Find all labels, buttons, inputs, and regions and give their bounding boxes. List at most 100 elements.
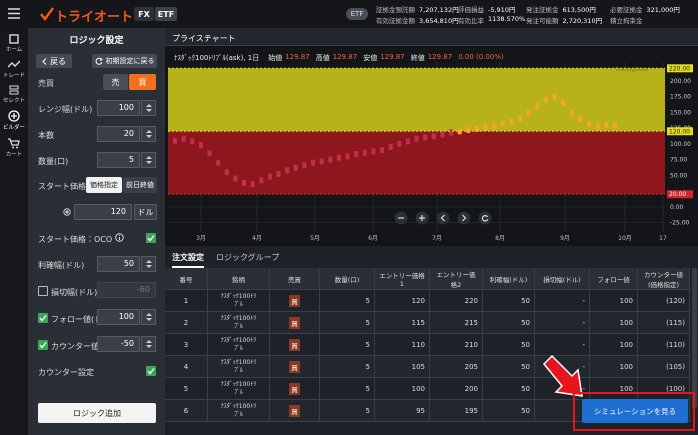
range-input[interactable]: 100 [97,100,140,116]
table-cell: 215 [430,312,483,334]
info-icon[interactable] [115,233,124,242]
back-button[interactable]: 戻る [36,54,72,68]
table-cell: 買 [270,400,320,422]
take-profit-input[interactable]: 50 [97,256,140,272]
table-cell: 205 [430,356,483,378]
cell-text: 200 [464,384,478,393]
symbol: ﾅｽﾀﾞｯｸ100ﾄﾘﾌﾟﾙ(ask), 1日 [174,54,260,62]
buy-button[interactable]: 買 [129,74,156,90]
nav-select[interactable]: セレクト [2,98,25,104]
cell-text: (110) [666,340,685,349]
column-header: 番号 [165,268,208,290]
candle [388,144,393,150]
table-cell: 50 [483,378,535,400]
ohlc-value: 129.87 [285,53,310,61]
cart-icon [8,138,20,149]
nav-cart[interactable]: カート [5,152,23,158]
account-item: 証拠金預託額 7,207,132円 [376,4,459,14]
prev-close-button[interactable]: 前日終値 [123,177,157,193]
panel-title: ロジック設定 [69,36,124,46]
cell-text: 100 [619,384,633,393]
start-input[interactable]: 120 [74,204,132,220]
menu-icon[interactable] [8,8,20,19]
table-cell: (105) [638,356,690,378]
month-label: 9月 [560,235,570,242]
counter-setting-checkbox[interactable] [146,366,156,376]
cell-text: 4 [183,362,189,371]
nav-home[interactable]: ホーム [5,47,23,53]
chart-control[interactable] [478,211,492,225]
stop-loss-checkbox[interactable] [38,286,48,296]
simulate-button[interactable]: シミュレーションを見る [582,399,688,423]
count-stepper[interactable] [141,126,156,142]
price-specify-button[interactable]: 価格指定 [86,177,122,193]
control-icon [440,214,445,222]
qty-input[interactable]: 5 [97,152,140,168]
candle [552,93,557,100]
zone-label: 20.00 [669,191,686,198]
chart-control[interactable] [457,211,471,225]
fx-tab[interactable]: FX [134,7,154,21]
candle [526,109,531,116]
trade-icon [8,60,20,68]
column-header: フォロー値 [590,268,638,290]
candle [414,135,419,142]
table-cell: 買 [270,334,320,356]
candle [198,142,203,149]
cell-text: 220 [464,296,478,305]
candle [500,120,505,127]
add-logic-button[interactable]: ロジック追加 [38,403,156,423]
counter-checkbox[interactable] [38,340,48,350]
side-tag: 買 [289,338,300,351]
nav-trade[interactable]: トレード [2,73,25,79]
reset-button[interactable]: 初期設定に戻る [92,54,157,68]
cell-text: 50 [521,406,530,415]
orders-tab[interactable]: 注文設定 [172,252,204,268]
follow-checkbox[interactable] [38,313,48,323]
account-value: 2,720,310円 [562,17,603,25]
candle [509,118,514,125]
oco-checkbox[interactable] [146,233,156,243]
start-radio[interactable] [63,208,71,216]
group-tab[interactable]: ロジックグループ [216,253,280,262]
candle [449,129,454,136]
month-label: 10月 [618,235,632,242]
table-cell: 買 [270,356,320,378]
column-header: 損切幅(ドル) [535,268,590,290]
candle [233,175,238,182]
zone-label: 220.00 [669,65,690,72]
symbol-cell: ﾅｽﾀﾞｯｸ100ﾄﾘﾌﾟﾙ [220,292,257,308]
range-stepper[interactable] [141,100,156,116]
table-cell: 200 [430,378,483,400]
account-item: 発注可能額 2,720,310円 [526,15,602,25]
table-cell: 110 [375,334,430,356]
reset-icon [95,57,103,65]
logo[interactable]: トライオート [55,10,134,25]
check-mark [147,368,155,375]
chart-control[interactable] [436,211,450,225]
account-value: 613,500円 [562,6,596,14]
cell-text: 100 [619,296,633,305]
candle [578,115,583,122]
account-value: 7,207,132円 [419,6,459,14]
etf-tab[interactable]: ETF [155,7,177,21]
nav-builder[interactable]: ビルダー [2,125,25,131]
candle [173,137,177,144]
counter-input[interactable]: -50 [97,336,140,352]
candle [613,122,617,129]
cell-text: 115 [411,318,425,327]
take-profit-stepper[interactable] [141,256,156,272]
column-header: カウンター値(価格指定) [638,268,690,290]
qty-stepper[interactable] [141,152,156,168]
cell-text: 5 [365,384,370,393]
column-header: 数量(口) [320,268,375,290]
follow-stepper[interactable] [141,309,156,325]
count-input[interactable]: 20 [97,126,140,142]
follow-input[interactable]: 100 [97,309,140,325]
table-cell: 5 [320,356,375,378]
select-icon [9,85,19,95]
count-label: 本数 [38,131,54,140]
sell-button[interactable]: 売 [103,74,128,90]
chart-tab[interactable]: プライスチャート [172,34,236,43]
counter-stepper[interactable] [141,336,156,352]
